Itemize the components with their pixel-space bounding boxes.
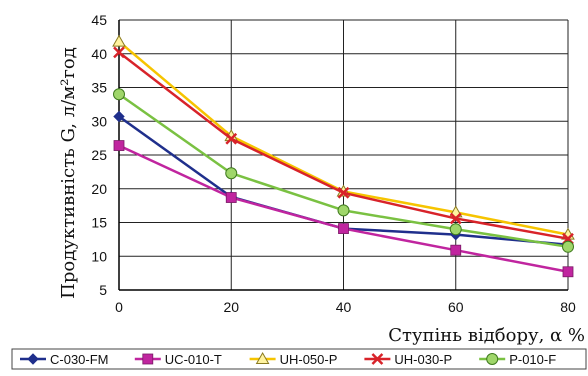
axes: 5 10 15 20 25 30 35 40 45 0 20 40 60 80 <box>91 12 576 315</box>
data-point-uc-010-t <box>450 244 462 256</box>
y-tick-label: 15 <box>91 215 107 231</box>
legend-label-c-030-fm: C-030-FM <box>50 352 109 367</box>
legend-label-uh-050-p: UH-050-P <box>280 352 338 367</box>
legend-label-uc-010-t: UC-010-T <box>165 352 222 367</box>
data-point-uh-030-p <box>337 186 350 199</box>
data-point-p-010-f <box>113 88 125 101</box>
legend-marker-p-010-f <box>486 353 499 365</box>
legend: C-030-FM UC-010-T UH-050-P UH-030-P P-010-F <box>11 348 587 370</box>
y-tick-label: 40 <box>91 46 107 62</box>
legend-marker-uh-030-p <box>371 353 384 365</box>
y-tick-label: 35 <box>91 80 107 96</box>
data-point-p-010-f <box>449 223 462 236</box>
y-tick-label: 30 <box>91 113 107 129</box>
data-point-p-010-f <box>225 167 238 180</box>
x-tick-label: 80 <box>560 299 576 315</box>
data-point-uh-030-p <box>449 212 462 225</box>
data-point-p-010-f <box>562 240 574 253</box>
y-tick-label: 25 <box>91 147 107 163</box>
data-point-uc-010-t <box>562 266 574 278</box>
data-point-uh-030-p <box>225 132 238 145</box>
y-axis-title: Продуктивність G, л/м²год <box>58 47 79 299</box>
legend-marker-c-030-fm <box>27 353 39 365</box>
y-tick-label: 20 <box>91 181 107 197</box>
data-point-uh-050-p <box>112 34 126 47</box>
legend-marker-uc-010-t <box>142 353 154 365</box>
x-axis-title: Ступінь відбору, α % <box>388 325 585 346</box>
x-tick-label: 40 <box>336 299 352 315</box>
series-lines <box>112 34 575 278</box>
data-point-uc-010-t <box>338 223 349 234</box>
data-point-uc-010-t <box>225 192 237 203</box>
axis-labels: Ступінь відбору, α % Продуктивність G, л… <box>58 47 585 346</box>
legend-label-uh-030-p: UH-030-P <box>394 352 452 367</box>
x-tick-label: 0 <box>115 299 123 315</box>
data-point-uc-010-t <box>113 140 125 151</box>
y-tick-label: 45 <box>91 12 107 28</box>
legend-marker-uh-050-p <box>255 351 270 364</box>
data-point-c-030-fm <box>113 110 125 123</box>
legend-label-p-010-f: P-010-F <box>509 352 556 367</box>
y-tick-label: 10 <box>91 248 107 264</box>
grid <box>118 19 569 291</box>
x-tick-label: 20 <box>223 299 239 315</box>
x-tick-label: 60 <box>448 299 464 315</box>
data-point-p-010-f <box>337 204 350 217</box>
legend-box <box>11 348 587 370</box>
y-tick-label: 5 <box>99 282 107 298</box>
data-point-uh-030-p <box>113 46 125 59</box>
